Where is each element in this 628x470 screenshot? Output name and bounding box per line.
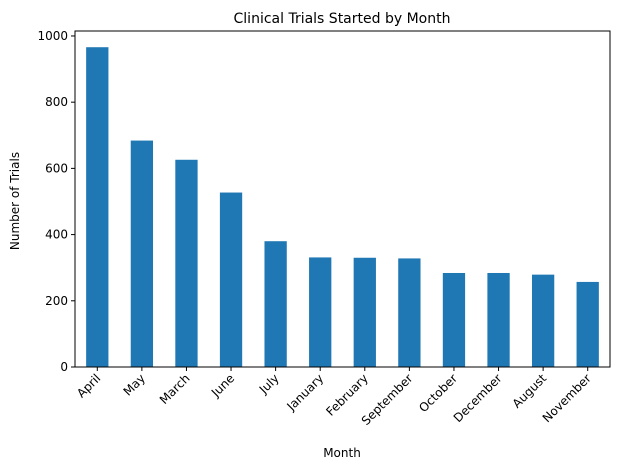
bar-june xyxy=(219,192,243,367)
bar-august xyxy=(531,274,555,367)
bar-february xyxy=(353,257,376,367)
x-tick-label: June xyxy=(208,371,237,400)
x-tick-label: April xyxy=(74,371,103,400)
bar-april xyxy=(86,47,109,367)
x-tick-label: July xyxy=(256,371,282,397)
x-tick-label: February xyxy=(323,371,371,419)
bar-december xyxy=(487,272,510,367)
bar-july xyxy=(264,241,287,367)
x-tick-label: October xyxy=(416,371,460,415)
x-axis-ticks: April May March June July JanuaryFebruarySept… xyxy=(74,367,594,428)
bar-november xyxy=(576,281,599,367)
x-tick-label: December xyxy=(451,371,505,425)
x-tick-label: January xyxy=(284,371,327,414)
x-tick-label: May xyxy=(121,371,148,398)
bar-september xyxy=(398,258,421,367)
y-tick-label: 1000 xyxy=(37,29,68,43)
chart-title: Clinical Trials Started by Month xyxy=(234,11,451,27)
y-axis-ticks: 0 200 400 600 800 1000 xyxy=(37,29,75,374)
bar-march xyxy=(175,159,198,367)
x-tick-label: March xyxy=(157,371,193,407)
plot-frame xyxy=(74,30,611,368)
y-tick-label: 200 xyxy=(45,294,68,308)
y-axis-label: Number of Trials xyxy=(8,152,22,250)
y-tick-label: 800 xyxy=(45,95,68,109)
y-tick-label: 0 xyxy=(60,360,68,374)
bar-may xyxy=(130,140,154,367)
y-tick-label: 400 xyxy=(45,228,68,242)
x-axis-label: Month xyxy=(323,446,361,460)
y-tick-label: 600 xyxy=(45,161,68,175)
x-tick-label: November xyxy=(540,371,594,425)
bars xyxy=(86,47,599,367)
x-tick-label: August xyxy=(510,371,550,411)
bar-october xyxy=(442,272,466,367)
bar-january xyxy=(309,257,332,367)
